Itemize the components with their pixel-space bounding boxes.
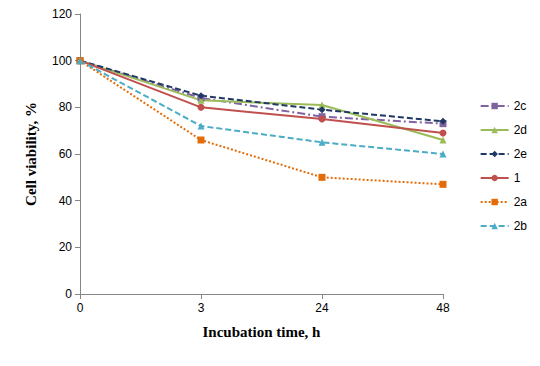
svg-text:2b: 2b — [514, 219, 528, 233]
svg-text:20: 20 — [59, 240, 73, 254]
svg-text:0: 0 — [65, 287, 72, 301]
svg-text:1: 1 — [514, 171, 521, 185]
svg-text:2e: 2e — [514, 147, 528, 161]
svg-text:2c: 2c — [514, 99, 527, 113]
svg-text:80: 80 — [59, 100, 73, 114]
svg-text:3: 3 — [198, 301, 205, 315]
svg-text:100: 100 — [52, 54, 72, 68]
svg-text:60: 60 — [59, 147, 73, 161]
svg-text:Cell viability, %: Cell viability, % — [23, 102, 39, 206]
svg-text:0: 0 — [77, 301, 84, 315]
svg-text:48: 48 — [436, 301, 450, 315]
svg-text:40: 40 — [59, 194, 73, 208]
svg-text:2d: 2d — [514, 123, 527, 137]
svg-text:Incubation time, h: Incubation time, h — [203, 324, 322, 340]
svg-text:2a: 2a — [514, 195, 528, 209]
svg-text:24: 24 — [315, 301, 329, 315]
svg-text:120: 120 — [52, 7, 72, 21]
